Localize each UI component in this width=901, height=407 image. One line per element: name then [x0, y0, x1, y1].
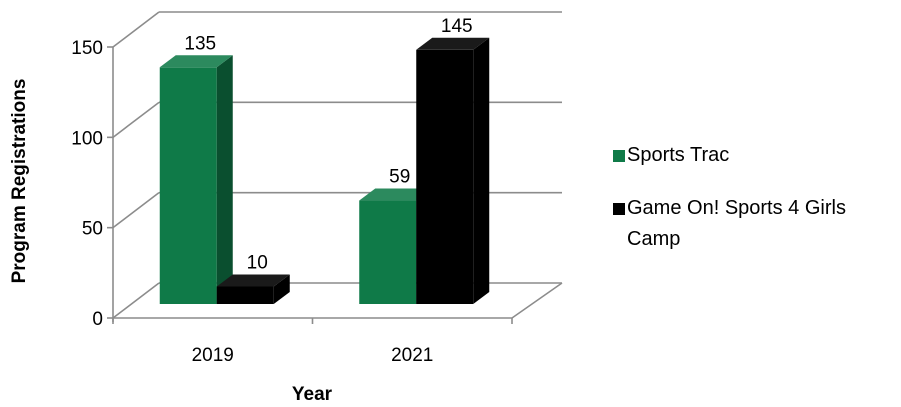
bar-front-face — [359, 201, 416, 304]
y-axis-title: Program Registrations — [9, 79, 30, 284]
data-label: 10 — [247, 252, 268, 273]
bar-side-face — [217, 55, 233, 304]
x-tick-label: 2019 — [192, 345, 234, 366]
legend-swatch-sports-trac — [613, 150, 625, 162]
y-tick-label: 0 — [92, 309, 103, 330]
bar-game-on-sports-4-girls-camp-2019 — [217, 274, 290, 304]
data-label: 145 — [441, 16, 473, 37]
bar-side-face — [473, 38, 489, 304]
x-tick-label: 2021 — [391, 345, 433, 366]
side-grid-line — [113, 12, 159, 47]
legend-item-sports-trac: Sports Trac — [613, 140, 898, 171]
bar-sports-trac-2019 — [160, 55, 233, 304]
side-grid-line — [113, 193, 159, 228]
data-label: 59 — [389, 167, 410, 188]
bar-game-on-sports-4-girls-camp-2021 — [416, 38, 489, 304]
legend-label-game-on: Game On! Sports 4 Girls Camp — [627, 197, 846, 250]
bar-front-face — [416, 50, 473, 304]
side-grid-line — [113, 283, 159, 318]
y-tick-label: 100 — [71, 128, 103, 149]
side-grid-line — [113, 102, 159, 137]
legend-label-sports-trac: Sports Trac — [627, 144, 729, 166]
legend-item-game-on: Game On! Sports 4 Girls Camp — [613, 193, 898, 255]
bar-front-face — [160, 67, 217, 304]
x-axis-title: Year — [292, 384, 333, 405]
legend-swatch-game-on — [613, 203, 625, 215]
y-tick-label: 50 — [82, 219, 103, 240]
legend: Sports Trac Game On! Sports 4 Girls Camp — [613, 140, 898, 277]
bar-front-face — [217, 286, 274, 304]
data-label: 135 — [184, 33, 216, 54]
bars — [160, 38, 490, 304]
y-tick-label: 150 — [71, 38, 103, 59]
